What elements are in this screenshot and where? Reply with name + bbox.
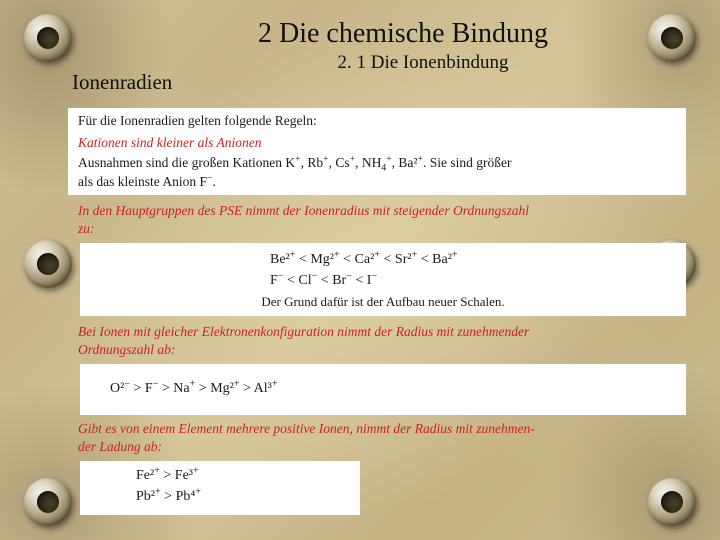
binder-ring-icon	[24, 478, 72, 526]
rule-2-series-box: Be²+ < Mg²+ < Ca²+ < Sr²+ < Ba²+ F− < Cl…	[80, 243, 686, 316]
slide-subtitle: 2. 1 Die Ionenbindung	[160, 52, 686, 74]
rule-4-b: der Ladung ab:	[78, 439, 686, 455]
rule-3-b: Ordnungszahl ab:	[78, 342, 686, 358]
intro-text: Für die Ionenradien gelten folgende Rege…	[78, 112, 676, 130]
rule-2-b: zu:	[78, 221, 686, 237]
rule-2-a: In den Hauptgruppen des PSE nimmt der Io…	[78, 203, 686, 219]
series-pb: Pb²+ > Pb⁴+	[90, 488, 350, 507]
rule-4-series-box: Fe²+ > Fe³+ Pb²+ > Pb⁴+	[80, 461, 360, 515]
slide-content: 2 Die chemische Bindung 2. 1 Die Ionenbi…	[80, 18, 686, 530]
rule-4-a: Gibt es von einem Element mehrere positi…	[78, 421, 686, 437]
series-cations: Be²+ < Mg²+ < Ca²+ < Sr²+ < Ba²+	[150, 251, 676, 270]
binder-ring-icon	[24, 240, 72, 288]
rule-1-exception-a: Ausnahmen sind die großen Kationen K+, R…	[78, 154, 676, 172]
rule-2-reason: Der Grund dafür ist der Aufbau neuer Sch…	[90, 293, 676, 311]
intro-box: Für die Ionenradien gelten folgende Rege…	[68, 108, 686, 195]
slide-title: 2 Die chemische Bindung	[120, 18, 686, 50]
rule-1-exception-b: als das kleinste Anion F−.	[78, 173, 676, 191]
rule-3-series-box: O²− > F− > Na+ > Mg²+ > Al³+	[80, 364, 686, 415]
rule-3-a: Bei Ionen mit gleicher Elektronenkonfigu…	[78, 324, 686, 340]
series-anions: F− < Cl− < Br− < I−	[150, 272, 676, 291]
binder-ring-icon	[24, 14, 72, 62]
series-isoelectronic: O²− > F− > Na+ > Mg²+ > Al³+	[90, 380, 676, 399]
series-fe: Fe²+ > Fe³+	[90, 467, 350, 486]
section-label: Ionenradien	[72, 70, 172, 95]
rule-1: Kationen sind kleiner als Anionen	[78, 134, 676, 152]
